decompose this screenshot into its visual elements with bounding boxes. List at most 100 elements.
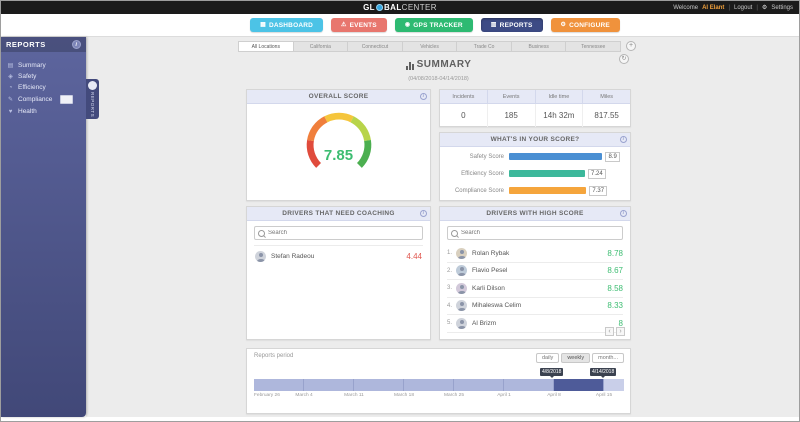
nav-events-button[interactable]: ⚠ EVENTS	[331, 18, 387, 32]
driver-name: Rolan Rybak	[472, 249, 510, 257]
driver-rank: 3.	[447, 285, 453, 292]
safety-score-row: Safety Score 8.9	[440, 149, 630, 164]
driver-row[interactable]: 4. Mihaleswa Celim 8.33	[447, 298, 623, 315]
driver-score: 4.44	[406, 252, 422, 261]
timeline-selected-segment[interactable]	[554, 379, 604, 391]
overall-score-value: 7.85	[323, 147, 354, 164]
sidebar-item-label: Compliance	[18, 96, 53, 103]
score-breakdown-card: WHAT'S IN YOUR SCORE? i Safety Score 8.9…	[439, 132, 631, 201]
app-logo: GL BAL CENTER	[363, 1, 437, 14]
sidebar-item-efficiency[interactable]: ◔ Efficiency	[1, 82, 86, 93]
week-label: March 11	[344, 393, 364, 398]
sidebar-item-compliance[interactable]: ✎ Compliance	[1, 93, 86, 106]
pagination-next-button[interactable]: ›	[616, 327, 625, 336]
period-timeline[interactable]	[254, 379, 624, 391]
coaching-drivers-card: DRIVERS THAT NEED COACHING i Stefan Rade…	[246, 206, 431, 340]
date-range-subtitle: (04/08/2018-04/14/2018)	[408, 76, 469, 82]
monthly-button[interactable]: month...	[592, 353, 624, 363]
stat-value-events: 185	[488, 104, 536, 127]
nav-label: CONFIGURE	[569, 21, 610, 29]
info-icon[interactable]: i	[620, 136, 627, 143]
sidebar-title: REPORTS	[6, 40, 46, 49]
globe-icon	[375, 4, 383, 11]
timeline-segment[interactable]	[404, 379, 454, 391]
bar-value: 7.24	[588, 168, 606, 179]
nav-dashboard-button[interactable]: ▦ DASHBOARD	[250, 18, 324, 32]
week-label: April 1	[497, 393, 511, 398]
pagination: ‹ ›	[605, 327, 625, 336]
timeline-segment[interactable]	[254, 379, 304, 391]
info-icon[interactable]: i	[420, 210, 427, 217]
pagination-prev-button[interactable]: ‹	[605, 327, 614, 336]
info-icon[interactable]: i	[620, 210, 627, 217]
nav-gps-tracker-button[interactable]: ◉ GPS TRACKER	[394, 18, 473, 32]
page-title: SUMMARY	[405, 59, 472, 70]
weekly-button[interactable]: weekly	[561, 353, 591, 363]
health-icon: ♥	[8, 108, 13, 115]
stats-header-row: Incidents Events Idle time Miles	[440, 90, 630, 104]
refresh-button[interactable]: ↻	[619, 54, 629, 64]
highscore-search-input[interactable]	[458, 226, 619, 240]
location-tab[interactable]: Business	[512, 42, 567, 51]
driver-avatar	[456, 265, 467, 277]
dashboard-icon: ▦	[260, 22, 266, 28]
sidebar-info-icon[interactable]: i	[72, 40, 81, 49]
nav-label: DASHBOARD	[268, 21, 314, 29]
stat-label-idle-time: Idle time	[536, 90, 584, 103]
sidebar-item-label: Summary	[18, 62, 46, 69]
driver-score: 8	[618, 318, 623, 328]
daily-button[interactable]: daily	[536, 353, 560, 363]
location-tab[interactable]: California	[294, 42, 349, 51]
bar-label: Efficiency Score	[461, 170, 504, 177]
timeline-segment[interactable]	[504, 379, 554, 391]
timeline-segment[interactable]	[304, 379, 354, 391]
sidebar-item-summary[interactable]: ▤ Summary	[1, 60, 86, 71]
stat-value-miles: 817.55	[594, 111, 619, 120]
location-tab[interactable]: Vehicles	[403, 42, 458, 51]
search-icon	[258, 229, 265, 237]
driver-score: 8.78	[607, 248, 623, 258]
location-tab[interactable]: Trade Co	[457, 42, 512, 51]
coaching-search-input[interactable]	[265, 226, 419, 240]
info-icon[interactable]: i	[420, 93, 427, 100]
driver-row[interactable]: 5. Al Brizm 8	[447, 315, 623, 333]
stat-label-events: Events	[488, 90, 536, 103]
nav-reports-button[interactable]: ▥ REPORTS	[480, 18, 543, 32]
timeline-segment[interactable]	[354, 379, 404, 391]
nav-configure-button[interactable]: ⚙ CONFIGURE	[550, 18, 620, 32]
card-title: DRIVERS THAT NEED COACHING	[282, 210, 395, 217]
welcome-label: Welcome	[673, 4, 699, 11]
sidebar-flyout-handle[interactable]: REPORTS	[86, 79, 99, 119]
title-block: SUMMARY (04/08/2018-04/14/2018)	[246, 57, 631, 82]
timeline-segment[interactable]	[454, 379, 504, 391]
add-tab-button[interactable]: +	[626, 41, 636, 51]
bar-value: 8.9	[605, 151, 620, 162]
range-end-tooltip: 4/14/2018	[590, 368, 617, 376]
driver-row[interactable]: 3. Karli Dilson 8.58	[447, 280, 623, 298]
summary-icon: ▤	[7, 62, 14, 69]
flyout-label: REPORTS	[90, 92, 95, 118]
driver-row[interactable]: 1. Rolan Rybak 8.78	[447, 245, 623, 263]
sidebar-item-health[interactable]: ♥ Health	[1, 106, 86, 117]
driver-rank: 2.	[447, 267, 453, 274]
logout-link[interactable]: Logout	[734, 4, 753, 11]
sidebar-item-label: Health	[18, 108, 37, 115]
tab-all-locations[interactable]: All Locations	[239, 42, 294, 51]
driver-name: Al Brizm	[472, 319, 497, 327]
driver-row[interactable]: 2. Flavio Pesel 8.67	[447, 263, 623, 280]
settings-link[interactable]: Settings	[771, 4, 793, 11]
driver-name: Mihaleswa Celim	[472, 302, 522, 310]
driver-score: 8.67	[607, 266, 623, 276]
driver-row[interactable]: Stefan Radeou 4.44	[254, 245, 423, 267]
efficiency-score-bar	[509, 170, 586, 177]
location-tab[interactable]: Connecticut	[348, 42, 403, 51]
week-label: April 8	[547, 393, 561, 398]
location-tab[interactable]: Tennessee	[581, 43, 606, 50]
sidebar-item-safety[interactable]: ◈ Safety	[1, 71, 86, 82]
timeline-segment[interactable]	[604, 379, 624, 391]
score-gauge	[306, 112, 372, 168]
range-start-tooltip: 4/8/2018	[540, 368, 564, 376]
card-header: DRIVERS THAT NEED COACHING i	[247, 207, 430, 221]
divider: |	[756, 4, 758, 11]
